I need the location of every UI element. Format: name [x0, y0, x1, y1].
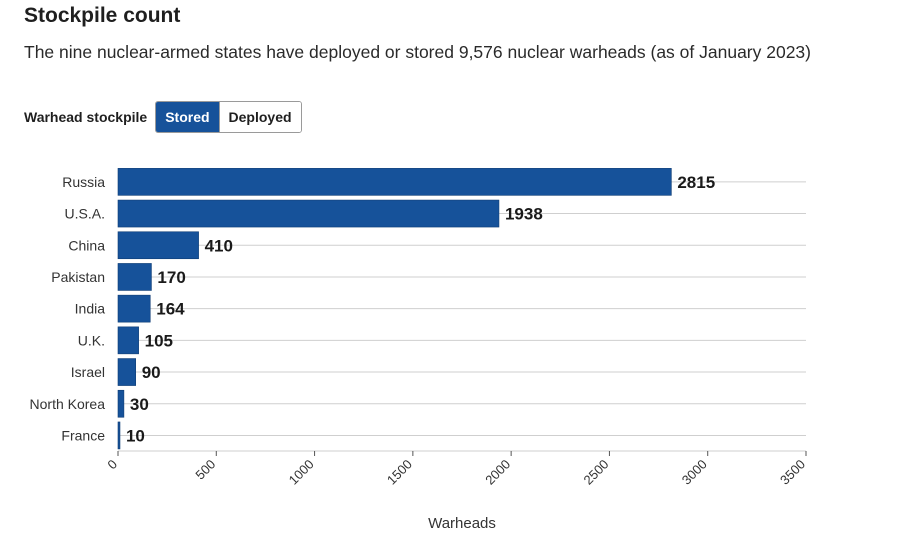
x-tick-label: 3000: [679, 457, 710, 488]
bar-russia: [117, 168, 672, 196]
category-label: France: [61, 427, 105, 443]
deployed-toggle-button[interactable]: Deployed: [218, 102, 301, 132]
data-label: 105: [145, 331, 173, 350]
x-tick-label: 3500: [777, 457, 808, 488]
bar-u-s-a-: [117, 199, 500, 228]
stockpile-toggle-group: Stored Deployed: [155, 101, 302, 133]
bar-israel: [117, 358, 136, 386]
data-label: 164: [156, 300, 185, 319]
x-tick-label: 2500: [580, 457, 611, 488]
data-label: 410: [205, 236, 233, 255]
bar-france: [117, 421, 121, 450]
category-label: Pakistan: [51, 269, 105, 285]
data-label: 1938: [505, 205, 543, 224]
chart-subtitle: The nine nuclear-armed states have deplo…: [24, 42, 811, 62]
bar-u-k-: [117, 326, 139, 355]
data-label: 10: [126, 426, 145, 445]
bar-india: [117, 294, 151, 323]
category-label: Israel: [71, 364, 105, 380]
category-label: China: [68, 237, 105, 253]
data-label: 90: [142, 363, 161, 382]
x-tick-label: 1000: [286, 457, 317, 488]
data-label: 30: [130, 395, 149, 414]
category-label: U.K.: [78, 332, 105, 348]
data-label: 2815: [677, 173, 715, 192]
x-axis-title: Warheads: [428, 515, 496, 532]
stored-toggle-button[interactable]: Stored: [156, 102, 219, 132]
category-label: U.S.A.: [65, 206, 105, 222]
x-tick-label: 500: [192, 457, 218, 483]
bar-china: [117, 231, 199, 260]
bar-pakistan: [117, 263, 152, 291]
category-label: India: [75, 301, 106, 317]
stockpile-toggle-row: Warhead stockpile Stored Deployed: [24, 101, 302, 133]
stockpile-toggle-label: Warhead stockpile: [24, 109, 148, 125]
x-tick-label: 2000: [482, 457, 513, 488]
bar-north-korea: [117, 389, 125, 418]
x-tick-label: 0: [104, 457, 120, 473]
category-label: North Korea: [30, 396, 106, 412]
data-label: 170: [157, 268, 185, 287]
category-label: Russia: [62, 174, 105, 190]
chart-title: Stockpile count: [24, 4, 181, 27]
x-tick-label: 1500: [384, 457, 415, 488]
